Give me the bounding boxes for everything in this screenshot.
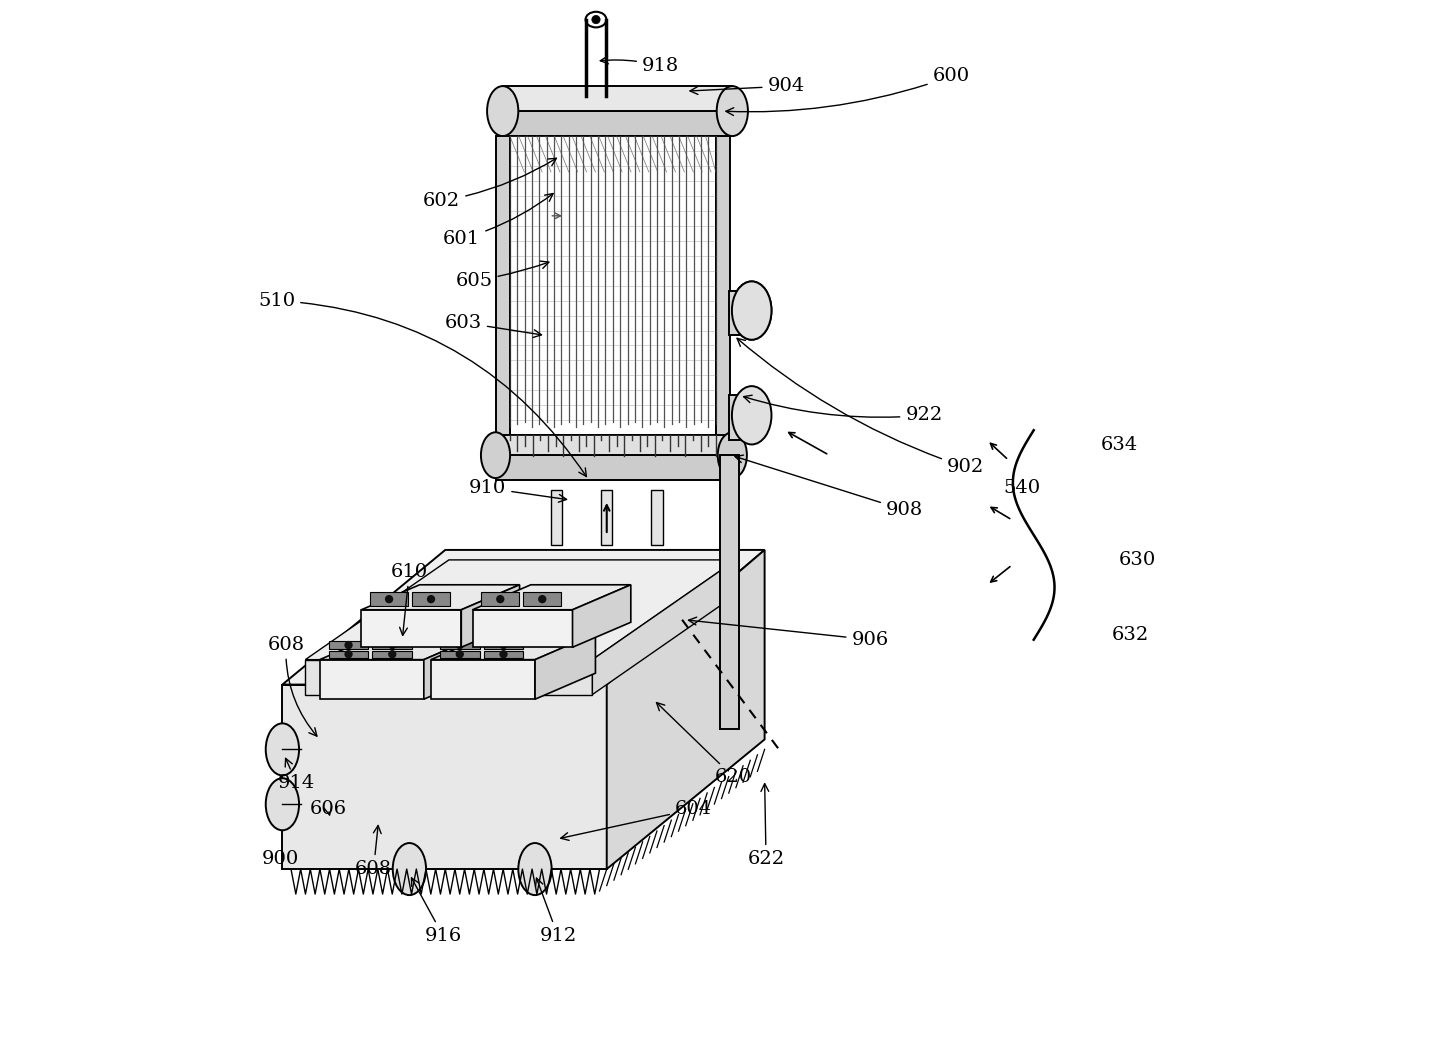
Polygon shape <box>319 634 485 660</box>
Text: 620: 620 <box>656 703 752 786</box>
Polygon shape <box>440 641 479 648</box>
Polygon shape <box>524 592 562 606</box>
Text: 604: 604 <box>560 801 712 840</box>
Polygon shape <box>283 685 607 869</box>
Text: 510: 510 <box>258 291 586 476</box>
Text: 918: 918 <box>601 56 679 75</box>
Text: 910: 910 <box>469 479 566 502</box>
Polygon shape <box>440 650 479 658</box>
Circle shape <box>427 595 435 603</box>
Ellipse shape <box>266 778 299 830</box>
Text: 610: 610 <box>390 563 428 636</box>
Polygon shape <box>329 650 369 658</box>
Text: 902: 902 <box>737 338 984 476</box>
Polygon shape <box>361 585 519 610</box>
Polygon shape <box>715 136 730 450</box>
Circle shape <box>387 641 396 649</box>
Text: 602: 602 <box>424 159 556 210</box>
Text: 608: 608 <box>355 826 392 878</box>
Polygon shape <box>483 650 524 658</box>
Polygon shape <box>495 136 509 450</box>
Polygon shape <box>728 290 752 335</box>
Text: 601: 601 <box>443 193 553 247</box>
Polygon shape <box>509 136 715 435</box>
Polygon shape <box>283 550 765 685</box>
Ellipse shape <box>480 432 511 478</box>
Text: 922: 922 <box>743 396 943 424</box>
Ellipse shape <box>731 386 772 445</box>
Text: 605: 605 <box>456 261 548 289</box>
Circle shape <box>387 650 396 659</box>
Polygon shape <box>424 634 485 699</box>
Polygon shape <box>551 490 562 545</box>
Text: 916: 916 <box>412 878 461 945</box>
Ellipse shape <box>393 844 427 895</box>
Polygon shape <box>461 585 519 647</box>
Polygon shape <box>651 490 663 545</box>
Polygon shape <box>495 455 733 480</box>
Polygon shape <box>431 634 595 660</box>
Text: 632: 632 <box>1111 625 1149 644</box>
Polygon shape <box>373 650 412 658</box>
Circle shape <box>456 641 464 649</box>
Polygon shape <box>412 592 450 606</box>
Text: 906: 906 <box>689 617 888 648</box>
Polygon shape <box>601 490 612 545</box>
Text: 603: 603 <box>444 313 541 337</box>
Ellipse shape <box>718 432 747 478</box>
Polygon shape <box>482 592 519 606</box>
Ellipse shape <box>266 723 299 776</box>
Polygon shape <box>502 111 733 136</box>
Polygon shape <box>483 641 524 648</box>
Text: 914: 914 <box>279 758 315 792</box>
Polygon shape <box>305 660 592 694</box>
Ellipse shape <box>731 282 772 339</box>
Polygon shape <box>573 585 631 647</box>
Text: 634: 634 <box>1101 436 1139 454</box>
Ellipse shape <box>586 11 607 27</box>
Polygon shape <box>361 610 461 647</box>
Text: 622: 622 <box>747 784 785 869</box>
Polygon shape <box>592 560 736 694</box>
Polygon shape <box>720 455 740 730</box>
Circle shape <box>456 650 464 659</box>
Circle shape <box>499 650 508 659</box>
Text: 608: 608 <box>267 636 316 736</box>
Circle shape <box>538 595 547 603</box>
Circle shape <box>496 595 505 603</box>
Polygon shape <box>473 585 631 610</box>
Text: 630: 630 <box>1119 551 1156 569</box>
Text: 908: 908 <box>736 455 923 519</box>
Circle shape <box>499 641 508 649</box>
Polygon shape <box>373 641 412 648</box>
Polygon shape <box>607 550 765 869</box>
Ellipse shape <box>717 86 747 136</box>
Polygon shape <box>535 634 595 699</box>
Text: 900: 900 <box>261 850 299 869</box>
Ellipse shape <box>488 86 518 136</box>
Polygon shape <box>370 592 408 606</box>
Ellipse shape <box>518 844 551 895</box>
Polygon shape <box>329 641 369 648</box>
Circle shape <box>592 16 601 24</box>
Text: 600: 600 <box>726 67 969 116</box>
Circle shape <box>344 650 353 659</box>
Text: 904: 904 <box>691 77 805 95</box>
Circle shape <box>344 641 353 649</box>
Text: 912: 912 <box>535 878 576 945</box>
Polygon shape <box>319 660 424 699</box>
Polygon shape <box>495 435 733 455</box>
Text: 606: 606 <box>309 801 347 818</box>
Text: 540: 540 <box>1003 479 1040 497</box>
Polygon shape <box>728 396 752 441</box>
Circle shape <box>385 595 393 603</box>
Polygon shape <box>502 87 733 111</box>
Polygon shape <box>431 660 535 699</box>
Ellipse shape <box>731 282 772 339</box>
Polygon shape <box>473 610 573 647</box>
Polygon shape <box>305 560 736 660</box>
